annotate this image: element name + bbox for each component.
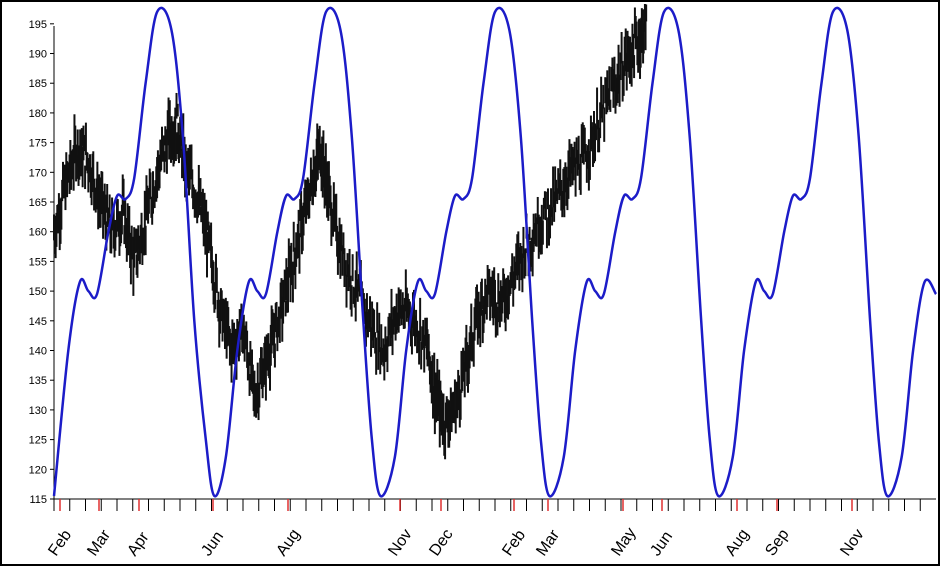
x-tick-label: Aug [273,526,303,559]
x-tick-label: Jun [198,528,227,559]
x-tick-group: Feb Mar Apr Jun Aug Nov Dec Feb Mar May Jun Aug Sep N… [45,499,921,560]
cycle-series [52,6,938,498]
y-tick-label: 125 [29,435,47,447]
x-tick-label: Feb [45,527,75,559]
y-tick-group: 115 120 125 130 135 140 145 150 155 160 165 170 175 1… [29,19,54,506]
chart-axes [53,26,936,500]
y-tick-label: 180 [29,108,47,120]
x-tick-label: Nov [837,526,867,559]
x-tick-label: Nov [385,526,415,559]
y-tick-label: 160 [29,227,47,239]
y-tick-label: 145 [29,316,47,328]
x-tick-label: May [608,525,639,560]
y-tick-label: 120 [29,464,47,476]
x-tick-label: Mar [84,526,114,559]
y-tick-label: 190 [29,49,47,61]
y-tick-label: 165 [29,197,47,209]
x-tick-label: Aug [722,526,752,559]
y-tick-label: 170 [29,167,47,179]
x-tick-label: Apr [124,529,153,560]
y-tick-label: 175 [29,138,47,150]
y-tick-label: 140 [29,346,47,358]
x-tick-label: Feb [499,527,529,559]
y-tick-label: 115 [29,494,47,506]
x-tick-label: Mar [533,526,563,559]
y-tick-label: 185 [29,78,47,90]
x-tick-label: Sep [762,526,792,559]
y-tick-label: 150 [29,286,47,298]
y-tick-label: 195 [29,19,47,31]
x-tick-label: Jun [647,528,676,559]
cycle-line [52,6,938,498]
y-tick-label: 155 [29,256,47,268]
price-series [53,3,648,460]
y-tick-label: 135 [29,375,47,387]
x-tick-label: Dec [426,526,456,559]
y-tick-label: 130 [29,405,47,417]
